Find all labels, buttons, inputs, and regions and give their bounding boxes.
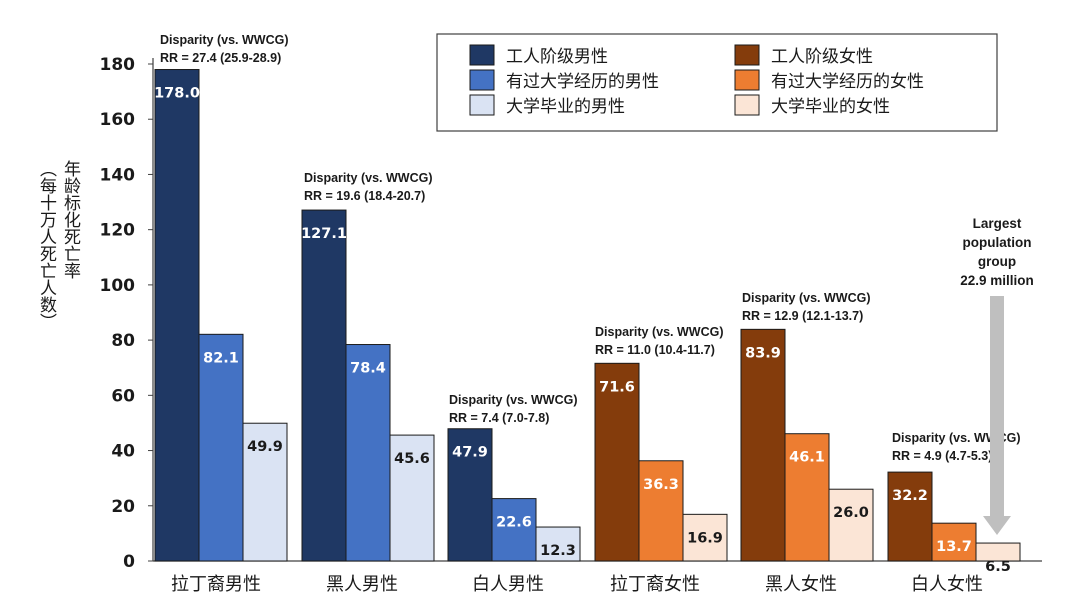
y-tick-label: 160 xyxy=(100,110,136,130)
y-axis-label: 年龄标化死亡率（每十万人死亡人数） xyxy=(36,160,81,330)
bar xyxy=(887,471,933,562)
bar-value-label: 12.3 xyxy=(540,543,576,559)
bar-value-label: 49.9 xyxy=(247,439,283,455)
bar xyxy=(198,333,244,562)
legend-swatch xyxy=(734,69,760,91)
y-tick-label: 180 xyxy=(100,55,136,75)
y-tick-label: 20 xyxy=(111,497,135,517)
legend-label: 有过大学经历的女性 xyxy=(771,72,924,92)
bar-value-label: 13.7 xyxy=(936,539,972,555)
legend-swatch xyxy=(734,44,760,66)
legend-box xyxy=(436,33,998,132)
y-tick-label: 80 xyxy=(111,331,135,351)
bar-value-label: 6.5 xyxy=(985,559,1011,575)
y-tick-label: 140 xyxy=(100,165,136,185)
bar xyxy=(447,428,493,562)
bar xyxy=(931,522,977,562)
axes: 0 20 40 60 80 100 120 140 160 180 拉丁裔男性 黑人男性 白人男性 拉丁裔… xyxy=(100,55,1042,595)
callout-text-line: Largest xyxy=(973,216,1022,231)
legend-label: 工人阶级女性 xyxy=(771,47,873,67)
disparity-annotation-line: RR = 19.6 (18.4-20.7) xyxy=(304,189,425,203)
bar xyxy=(154,69,200,562)
bar-value-label: 83.9 xyxy=(745,345,781,361)
callout-text-line: group xyxy=(978,254,1016,269)
x-category-label: 白人男性 xyxy=(472,574,544,595)
bar xyxy=(242,422,288,562)
legend-label: 大学毕业的女性 xyxy=(771,97,890,117)
disparity-annotation-line: RR = 12.9 (12.1-13.7) xyxy=(742,309,863,323)
legend-swatch xyxy=(469,94,495,116)
disparity-annotation-line: RR = 27.4 (25.9-28.9) xyxy=(160,51,281,65)
largest-group-callout: Largest population group 22.9 million xyxy=(960,216,1034,535)
bar xyxy=(828,488,874,562)
bar-value-label: 36.3 xyxy=(643,477,679,493)
bar-value-label: 26.0 xyxy=(833,505,869,521)
bar-value-label: 46.1 xyxy=(789,450,825,466)
bar-value-label: 47.9 xyxy=(452,445,488,461)
y-tick-label: 120 xyxy=(100,221,136,241)
callout-arrow-head xyxy=(983,516,1011,535)
callout-text-line: 22.9 million xyxy=(960,273,1034,288)
disparity-annotation-line: RR = 7.4 (7.0-7.8) xyxy=(449,411,549,425)
disparity-annotation-line: RR = 4.9 (4.7-5.3) xyxy=(892,449,992,463)
bar xyxy=(301,209,347,562)
y-tick-label: 100 xyxy=(100,276,136,296)
y-axis-label-line-2: （每十万人死亡人数） xyxy=(36,160,57,330)
legend-label: 工人阶级男性 xyxy=(506,47,608,67)
bar xyxy=(682,513,728,562)
bar-value-label: 127.1 xyxy=(301,226,347,242)
bar-value-label: 45.6 xyxy=(394,451,430,467)
y-axis-label-line-1: 年龄标化死亡率 xyxy=(60,160,81,279)
legend-swatch xyxy=(469,44,495,66)
bar-value-label: 71.6 xyxy=(599,379,635,395)
disparity-annotation-line: Disparity (vs. WWCG) xyxy=(160,33,289,47)
bar-value-label: 16.9 xyxy=(687,530,723,546)
disparity-annotation-line: Disparity (vs. WWCG) xyxy=(742,291,871,305)
disparity-annotation-line: Disparity (vs. WWCG) xyxy=(595,325,724,339)
bar xyxy=(594,362,640,562)
bar xyxy=(491,498,537,562)
x-category-label: 白人女性 xyxy=(911,574,983,595)
legend-label: 大学毕业的男性 xyxy=(506,97,625,117)
y-tick-label: 60 xyxy=(111,386,135,406)
bar-value-label: 178.0 xyxy=(154,86,200,102)
y-tick-label: 0 xyxy=(123,552,135,572)
disparity-annotations: Disparity (vs. WWCG) RR = 27.4 (25.9-28.9… xyxy=(160,33,1021,463)
bar-value-label: 22.6 xyxy=(496,515,532,531)
y-tick-label: 40 xyxy=(111,442,135,462)
bar xyxy=(740,328,786,562)
legend-swatch xyxy=(734,94,760,116)
bar-value-label: 82.1 xyxy=(203,350,239,366)
x-category-label: 拉丁裔男性 xyxy=(171,574,261,595)
bar xyxy=(638,460,684,562)
bar xyxy=(975,542,1021,562)
disparity-annotation-line: RR = 11.0 (10.4-11.7) xyxy=(595,343,715,357)
bar-value-label: 78.4 xyxy=(350,361,386,377)
legend-label: 有过大学经历的男性 xyxy=(506,72,659,92)
bar xyxy=(345,344,391,562)
x-category-label: 黑人女性 xyxy=(765,574,837,595)
x-category-label: 黑人男性 xyxy=(326,574,398,595)
x-category-label: 拉丁裔女性 xyxy=(610,574,700,595)
callout-text-line: population xyxy=(963,235,1032,250)
bars: 178.0 82.1 49.9 127.1 78.4 45.6 47.9 22.6 12.3 71… xyxy=(154,69,1021,575)
callout-arrow-shaft xyxy=(990,296,1004,516)
disparity-annotation-line: Disparity (vs. WWCG) xyxy=(304,171,433,185)
disparity-annotation-line: Disparity (vs. WWCG) xyxy=(449,393,578,407)
bar-value-label: 32.2 xyxy=(892,488,928,504)
legend-swatch xyxy=(469,69,495,91)
bar xyxy=(389,434,435,562)
disparity-annotation-line: Disparity (vs. WWCG) xyxy=(892,431,1021,445)
bar xyxy=(535,526,581,562)
